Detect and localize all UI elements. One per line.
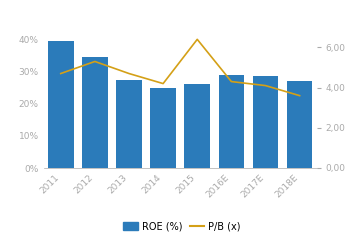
- Bar: [82, 57, 108, 168]
- Bar: [287, 81, 312, 168]
- Bar: [218, 75, 244, 168]
- Bar: [185, 84, 210, 168]
- Bar: [48, 41, 74, 168]
- Bar: [253, 76, 278, 168]
- Legend: ROE (%), P/B (x): ROE (%), P/B (x): [119, 217, 245, 235]
- Bar: [116, 80, 142, 168]
- Bar: [150, 88, 176, 168]
